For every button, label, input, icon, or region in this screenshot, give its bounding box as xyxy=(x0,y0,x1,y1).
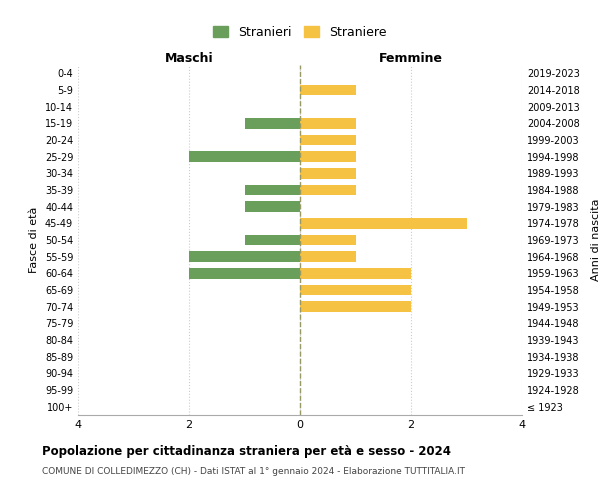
Bar xyxy=(189,152,300,162)
Bar xyxy=(189,251,300,262)
Bar xyxy=(245,118,300,128)
Bar xyxy=(300,268,411,279)
Text: Maschi: Maschi xyxy=(164,52,214,65)
Bar xyxy=(300,152,355,162)
Bar xyxy=(245,184,300,196)
Bar xyxy=(300,218,467,229)
Bar xyxy=(300,284,411,296)
Bar xyxy=(189,268,300,279)
Bar xyxy=(300,301,411,312)
Bar xyxy=(245,234,300,246)
Legend: Stranieri, Straniere: Stranieri, Straniere xyxy=(213,26,387,39)
Bar xyxy=(300,184,355,196)
Bar xyxy=(300,168,355,179)
Text: Popolazione per cittadinanza straniera per età e sesso - 2024: Popolazione per cittadinanza straniera p… xyxy=(42,445,451,458)
Bar xyxy=(300,134,355,145)
Bar xyxy=(300,251,355,262)
Bar xyxy=(245,202,300,212)
Bar xyxy=(300,234,355,246)
Text: Femmine: Femmine xyxy=(379,52,443,65)
Bar xyxy=(300,84,355,96)
Y-axis label: Anni di nascita: Anni di nascita xyxy=(591,198,600,281)
Y-axis label: Fasce di età: Fasce di età xyxy=(29,207,39,273)
Bar xyxy=(300,118,355,128)
Text: COMUNE DI COLLEDIMEZZO (CH) - Dati ISTAT al 1° gennaio 2024 - Elaborazione TUTTI: COMUNE DI COLLEDIMEZZO (CH) - Dati ISTAT… xyxy=(42,468,465,476)
